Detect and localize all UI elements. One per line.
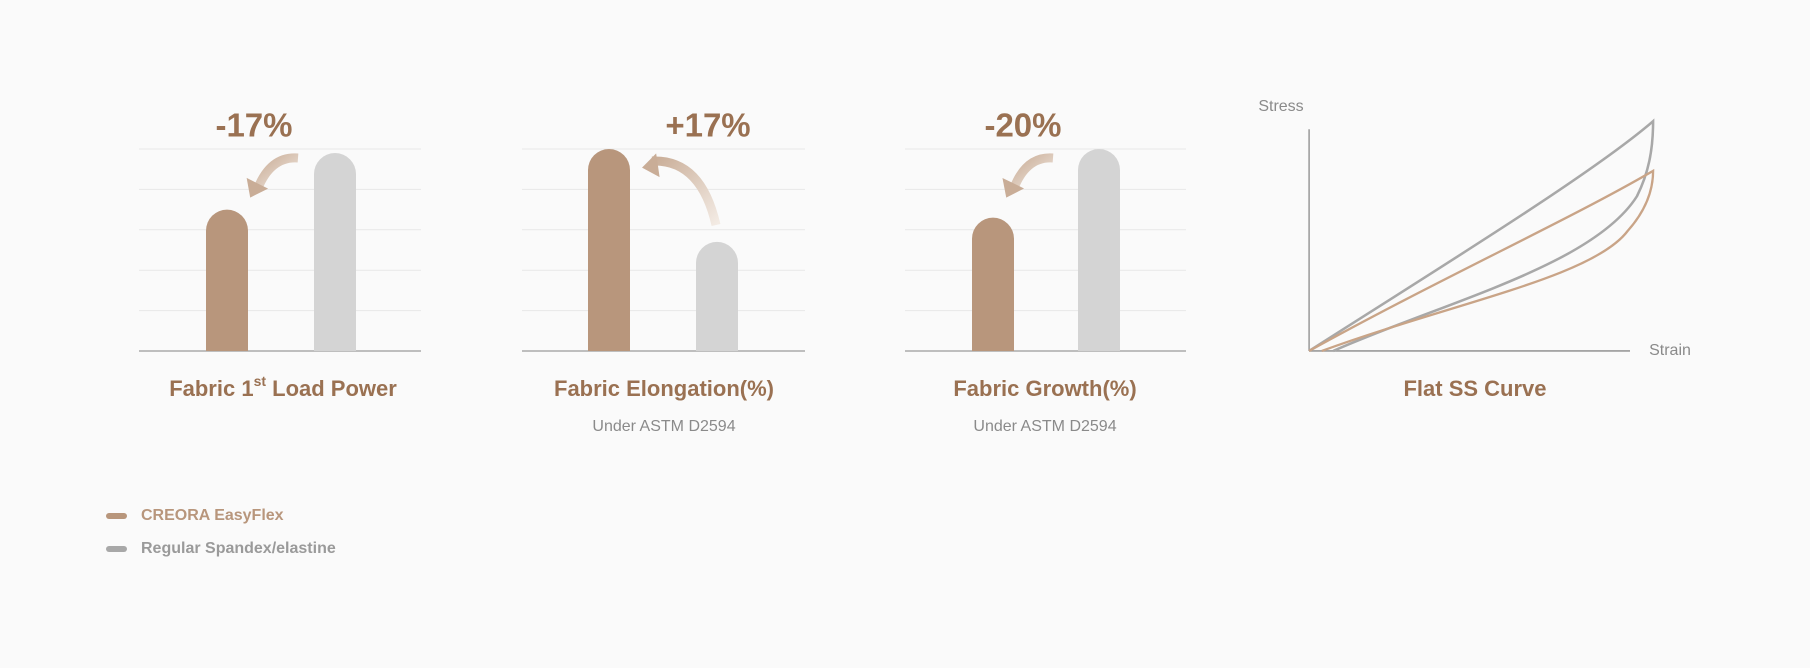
curve-regular [1308, 118, 1655, 353]
title-part: Fabric Elongation(%) [554, 376, 774, 401]
annotation: -17% [215, 107, 292, 144]
legend-marker [106, 546, 127, 552]
chart-title: Fabric Growth(%) [953, 376, 1136, 401]
bar [588, 149, 630, 351]
arrow [1009, 153, 1054, 190]
legend-marker [106, 513, 127, 519]
ss-curve [1308, 118, 1655, 353]
legend-label: Regular Spandex/elastine [141, 540, 336, 557]
arrow [651, 156, 721, 227]
chart-title: Fabric 1st Load Power [169, 373, 397, 401]
bar [314, 153, 356, 351]
arrow-head [246, 177, 269, 198]
title-part: Fabric 1 [169, 376, 253, 401]
title-part: Flat SS Curve [1403, 376, 1546, 401]
annotation: +17% [665, 107, 750, 144]
bar [972, 217, 1014, 351]
arrow-head [642, 153, 660, 178]
arrow [253, 153, 299, 190]
annotation: -20% [984, 107, 1061, 144]
bar [696, 241, 738, 351]
title-part: Fabric Growth(%) [953, 376, 1136, 401]
x-axis-label: Strain [1649, 342, 1691, 359]
chart-title: Fabric Elongation(%) [554, 376, 774, 401]
legend-label: CREORA EasyFlex [141, 507, 284, 524]
curve-creora [1308, 168, 1655, 353]
title-part: Load Power [266, 376, 397, 401]
arrow-head [1002, 177, 1025, 198]
chart-subtitle: Under ASTM D2594 [592, 418, 735, 435]
title-part: st [254, 373, 267, 389]
chart-subtitle: Under ASTM D2594 [973, 418, 1116, 435]
bar [206, 209, 248, 351]
bar [1078, 149, 1120, 351]
chart-title: Flat SS Curve [1403, 376, 1546, 401]
y-axis-label: Stress [1258, 98, 1303, 115]
